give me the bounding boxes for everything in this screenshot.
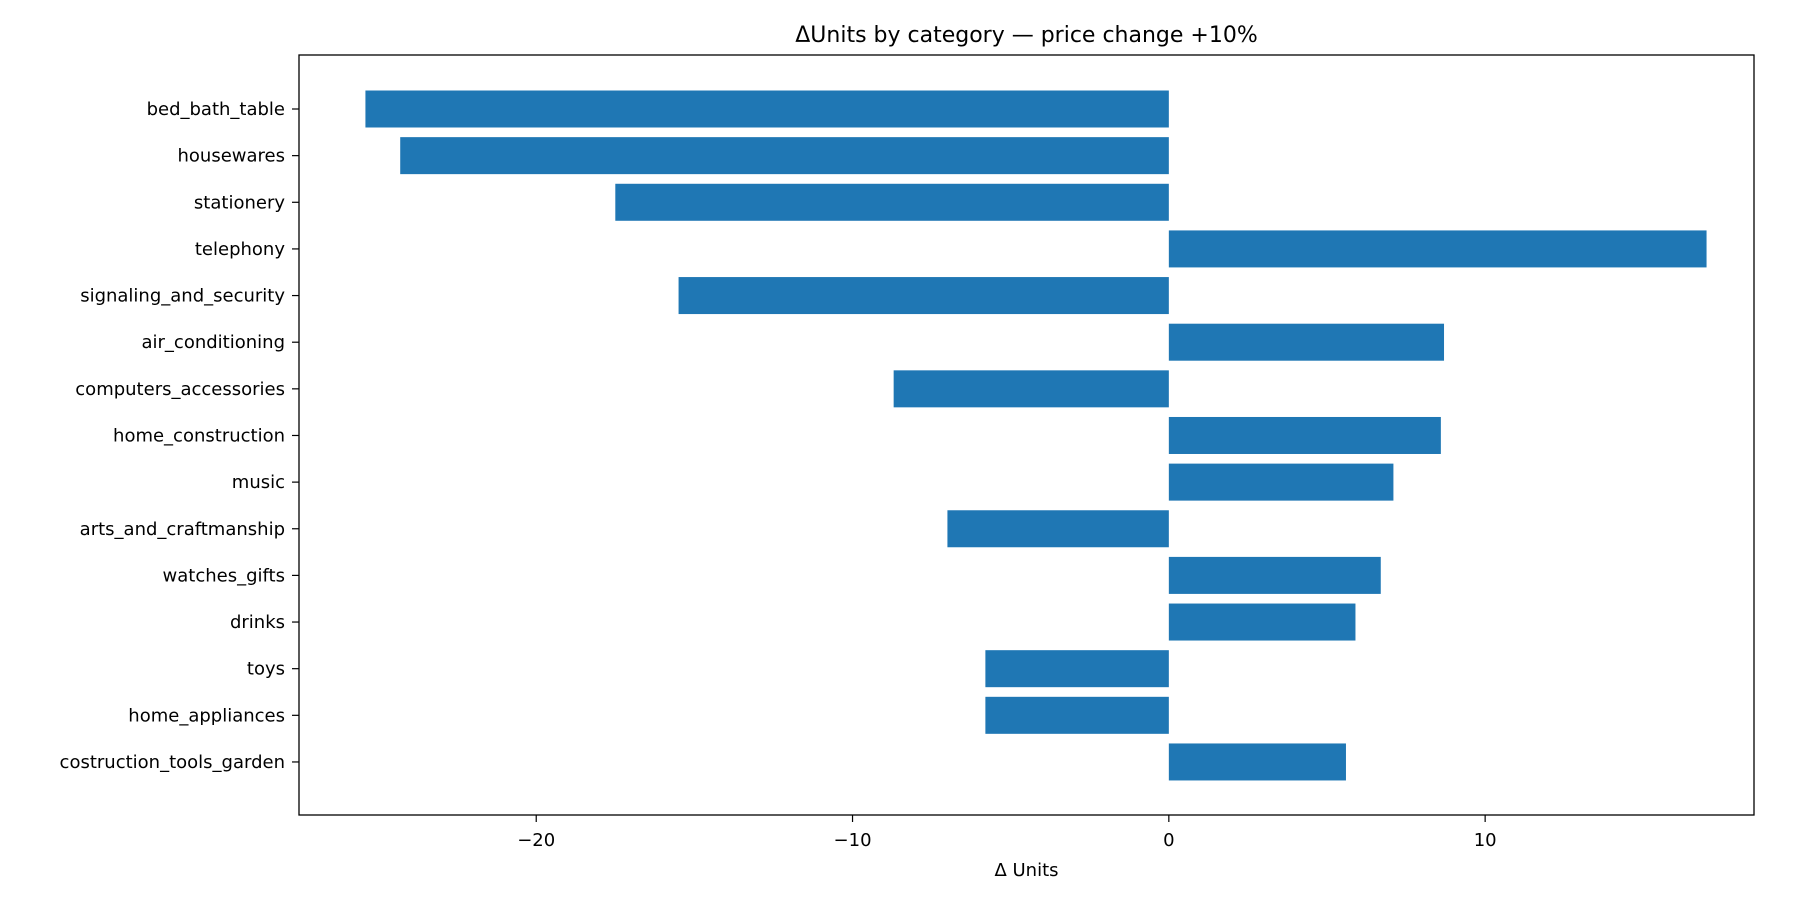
bar-watches-gifts [1168,556,1381,594]
category-label: music [232,472,285,493]
x-tick-label: −10 [834,830,872,851]
chart-title: ΔUnits by category — price change +10% [795,23,1258,48]
category-label: bed_bath_table [147,99,285,120]
bar-stationery [615,183,1169,221]
category-label: drinks [230,612,285,633]
x-axis-title: Δ Units [994,860,1058,881]
x-tick-label: 10 [1474,830,1497,851]
bar-air-conditioning [1168,323,1445,361]
bar-home-appliances [985,696,1169,734]
bar-arts-and-craftmanship [947,510,1169,548]
bar-signaling-and-security [678,277,1169,315]
category-label: home_construction [113,425,285,446]
category-label: watches_gifts [163,565,285,586]
bar-costruction-tools-garden [1168,743,1346,781]
bar-music [1168,463,1394,501]
category-label: signaling_and_security [80,286,285,307]
bar-home-construction [1168,416,1441,454]
category-label: stationery [194,192,285,213]
bars-group [365,90,1707,781]
category-label: housewares [178,146,286,167]
bar-telephony [1168,230,1707,268]
category-label: air_conditioning [142,332,286,353]
plot-frame [298,54,1755,816]
category-label: costruction_tools_garden [60,752,285,773]
x-axis-ticks-group: −20 −10 0 10 [517,815,1497,851]
bar-bed-bath-table [365,90,1169,128]
bar-toys [985,650,1169,688]
bar-computers-accessories [893,370,1169,408]
x-tick-label: −20 [517,830,555,851]
category-label: computers_accessories [75,379,285,400]
category-label: toys [247,659,285,680]
bar-housewares [400,137,1169,175]
category-label: arts_and_craftmanship [80,519,285,540]
category-labels-group: bed_bath_table housewares stationery teleph… [60,99,299,773]
x-tick-label: 0 [1163,830,1174,851]
bar-drinks [1168,603,1356,641]
category-label: telephony [195,239,285,260]
category-label: home_appliances [128,705,285,726]
